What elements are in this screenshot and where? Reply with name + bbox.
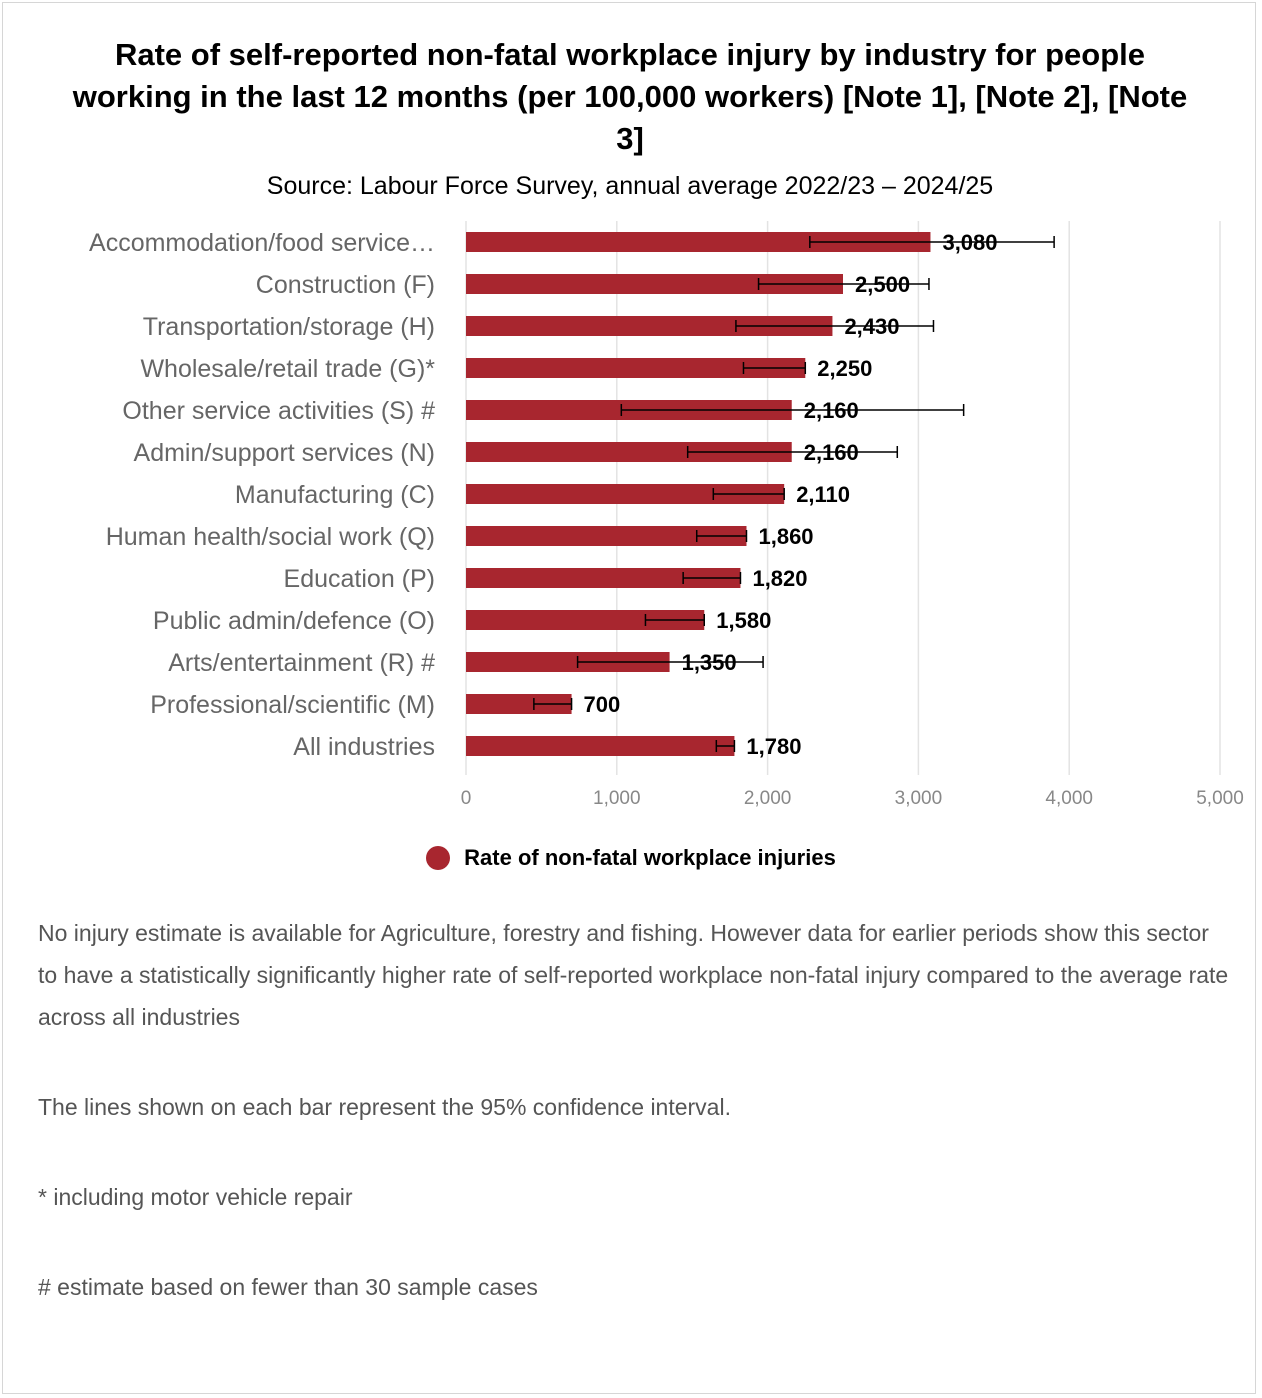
data-label: 2,110 (796, 482, 850, 507)
data-label: 1,350 (682, 650, 737, 675)
bar (466, 232, 931, 252)
data-label: 3,080 (942, 230, 997, 255)
data-label: 1,820 (752, 566, 807, 591)
bar (466, 652, 670, 672)
legend[interactable]: Rate of non-fatal workplace injuries (0, 845, 1262, 871)
category-label: Wholesale/retail trade (G)* (140, 355, 435, 383)
category-label: Accommodation/food service… (89, 229, 435, 257)
bar (466, 568, 741, 588)
data-label: 2,430 (844, 314, 899, 339)
data-label: 1,780 (746, 734, 801, 759)
chart-title: Rate of self-reported non-fatal workplac… (72, 37, 1188, 156)
category-label: Admin/support services (N) (134, 439, 435, 467)
bar (466, 442, 792, 462)
data-label: 1,580 (716, 608, 771, 633)
data-label: 2,500 (855, 272, 910, 297)
chart-notes: No injury estimate is available for Agri… (38, 912, 1233, 1308)
category-label: Professional/scientific (M) (150, 691, 435, 719)
note-motor-vehicle: * including motor vehicle repair (38, 1184, 353, 1210)
bar-chart: 0 1,000 2,000 3,000 4,000 5,000 Accommodation/… (89, 221, 1244, 809)
category-label: Construction (F) (256, 271, 435, 299)
note-confidence-interval: The lines shown on each bar represent th… (38, 1094, 731, 1120)
bar (466, 694, 572, 714)
data-label: 2,160 (804, 398, 859, 423)
category-label: All industries (293, 733, 435, 761)
legend-label: Rate of non-fatal workplace injuries (464, 845, 836, 870)
bar (466, 526, 747, 546)
x-tick-label: 5,000 (1196, 788, 1244, 809)
data-label: 1,860 (758, 524, 813, 549)
x-tick-label: 1,000 (593, 788, 641, 809)
data-label: 700 (584, 692, 621, 717)
note-sample-cases: # estimate based on fewer than 30 sample… (38, 1274, 538, 1300)
category-label: Manufacturing (C) (235, 481, 435, 509)
data-label: 2,160 (804, 440, 859, 465)
x-tick-label: 3,000 (895, 788, 943, 809)
x-tick-label: 4,000 (1045, 788, 1093, 809)
note-agriculture: No injury estimate is available for Agri… (38, 920, 1229, 1030)
chart-subtitle: Source: Labour Force Survey, annual aver… (266, 172, 994, 200)
category-label: Education (P) (284, 565, 435, 593)
legend-marker (426, 846, 451, 870)
category-label: Arts/entertainment (R) # (168, 649, 435, 677)
bar (466, 358, 806, 378)
bar (466, 484, 785, 504)
category-label: Transportation/storage (H) (143, 313, 435, 341)
x-tick-label: 0 (461, 788, 472, 809)
bar (466, 316, 833, 336)
category-label: Human health/social work (Q) (106, 523, 435, 551)
data-label: 2,250 (817, 356, 872, 381)
bar (466, 274, 843, 294)
x-tick-label: 2,000 (744, 788, 792, 809)
category-label: Public admin/defence (O) (153, 607, 435, 635)
bar (466, 736, 735, 756)
category-label: Other service activities (S) # (122, 397, 435, 425)
bar (466, 610, 705, 630)
